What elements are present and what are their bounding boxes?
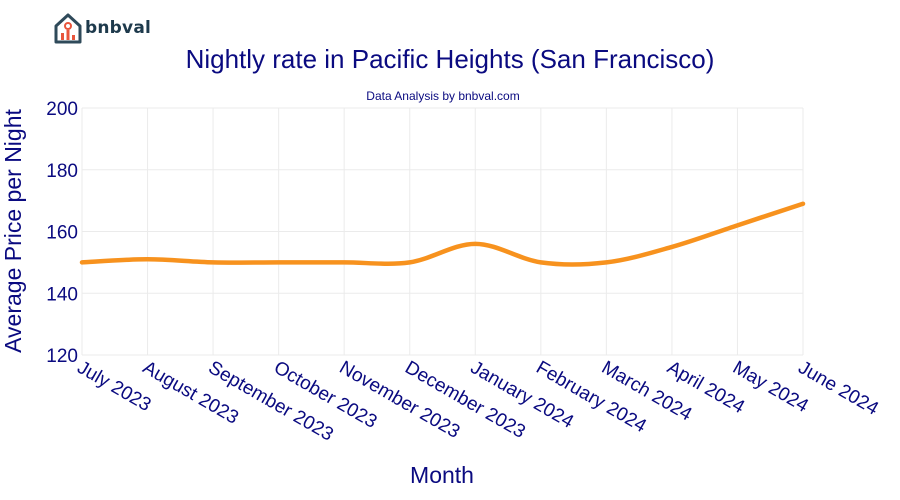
y-tick-label: 200 [46,99,78,120]
y-tick-label: 120 [46,346,78,367]
y-axis-title: Average Price per Night [0,109,26,353]
x-tick-label: February 2024 [532,357,650,437]
chart-subtitle: Data Analysis by bnbval.com [366,89,520,103]
chart-title: Nightly rate in Pacific Heights (San Fra… [185,44,715,74]
chart-grid [81,107,804,356]
chart-series [79,201,806,267]
x-axis-title: Month [410,462,474,488]
x-tick-label: June 2024 [795,357,883,420]
y-tick-label: 160 [46,223,78,244]
brand-logo: bnbval [53,12,151,44]
y-tick-label: 180 [46,161,78,182]
series-line [79,201,806,267]
x-tick-label: July 2023 [74,357,155,416]
house-chart-icon [54,13,82,44]
brand-name: bnbval [85,18,152,38]
y-tick-label: 140 [46,284,78,305]
y-axis-ticks: 120 140 160 180 200 [46,99,78,367]
